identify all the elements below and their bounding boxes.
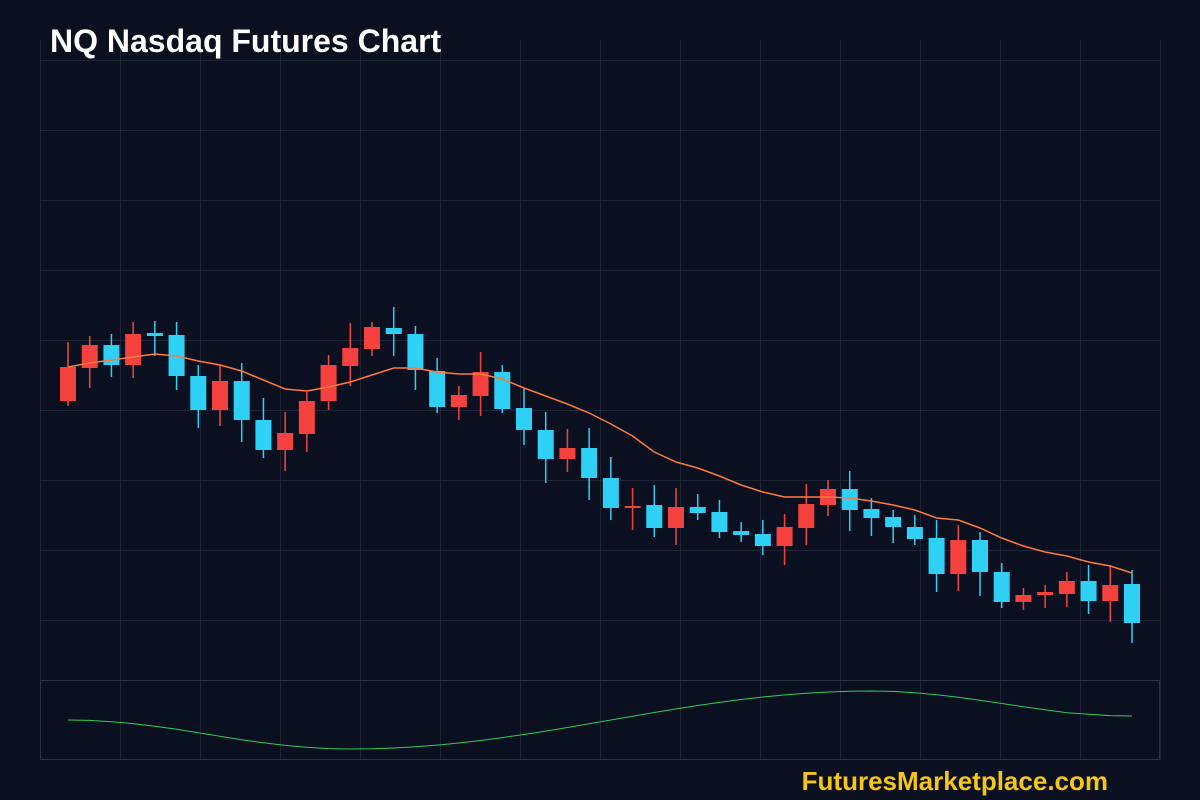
candle-body: [212, 381, 228, 410]
candle-body: [429, 371, 446, 407]
candle-body: [993, 572, 1010, 602]
candle-body: [950, 540, 967, 574]
candle-body: [928, 538, 945, 574]
candle-body: [624, 506, 641, 508]
candle-body: [711, 512, 728, 532]
candle-body: [972, 540, 988, 572]
candle-body: [1015, 595, 1032, 602]
candle-body: [668, 507, 684, 528]
candle-body: [125, 334, 142, 365]
candle-body: [255, 420, 272, 450]
candle-body: [364, 327, 380, 349]
candle-body: [385, 328, 402, 334]
watermark: FuturesMarketplace.com: [802, 766, 1108, 796]
indicator-panel: [40, 680, 1160, 760]
candle-body: [602, 478, 619, 508]
candle-body: [407, 334, 424, 370]
vertical-grid: [40, 40, 1161, 760]
indicator-line: [67, 690, 1133, 750]
candle-body: [60, 367, 76, 401]
candle-body: [103, 345, 120, 365]
candle-body: [754, 534, 771, 546]
candle-body: [516, 408, 532, 430]
candle-body: [646, 505, 663, 528]
moving-average: [67, 353, 1133, 574]
candle-body: [1037, 592, 1054, 595]
candle-body: [581, 448, 598, 478]
candle-body: [320, 365, 337, 401]
candle-body: [689, 507, 706, 513]
chart-title: NQ Nasdaq Futures Chart: [50, 23, 442, 59]
candle-body: [190, 376, 207, 410]
candle-body: [841, 489, 858, 510]
candle-body: [1124, 584, 1140, 623]
candle-body: [885, 517, 902, 527]
candle-body: [298, 401, 315, 434]
candle-body: [472, 372, 489, 396]
candle-body: [342, 348, 359, 366]
candle-body: [906, 527, 923, 539]
candle-body: [1102, 585, 1119, 601]
candle-body: [559, 448, 576, 459]
candle-body: [146, 333, 163, 336]
candle-body: [1080, 581, 1097, 601]
candle-body: [233, 381, 250, 420]
candle-body: [450, 395, 467, 407]
candle-body: [277, 433, 294, 450]
candle-body: [863, 509, 880, 518]
candle-body: [1058, 581, 1075, 594]
candle-body: [776, 527, 793, 546]
candle-body: [733, 531, 750, 535]
candle-body: [798, 504, 815, 528]
candle-body: [537, 430, 554, 459]
